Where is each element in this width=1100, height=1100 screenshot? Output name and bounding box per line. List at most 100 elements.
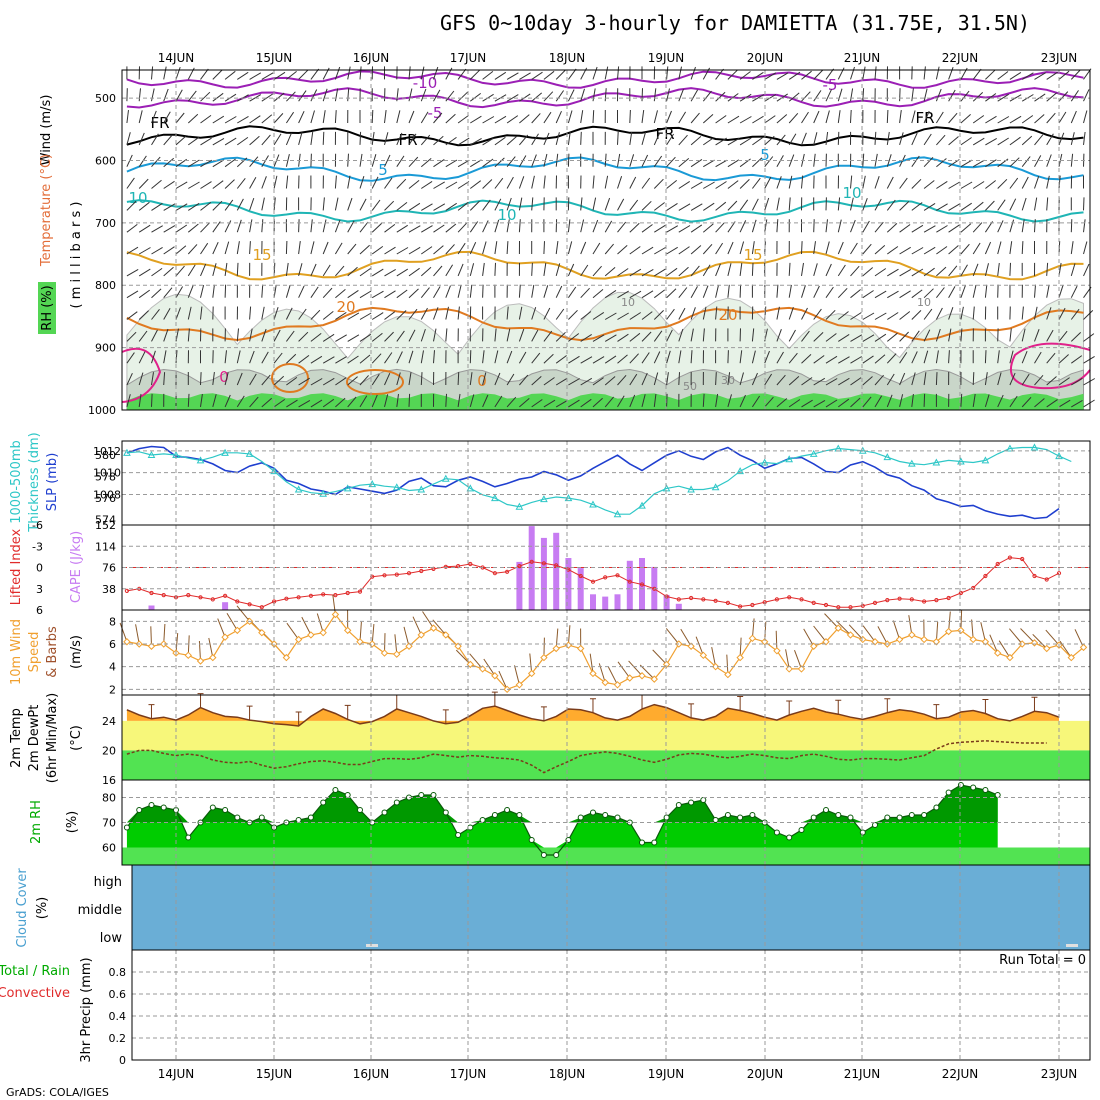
wind-barb — [825, 309, 836, 320]
wind-barb — [1070, 332, 1082, 342]
wind-barb — [1021, 176, 1029, 189]
precip-tick-label: 0.2 — [109, 1032, 127, 1045]
date-label-top: 16JUN — [353, 51, 390, 65]
date-label-top: 15JUN — [256, 51, 293, 65]
wind-barb — [837, 197, 841, 211]
wind-barb — [801, 377, 813, 386]
wind-barb — [359, 290, 372, 299]
wind-barb — [543, 377, 555, 386]
wind-barb — [739, 116, 752, 124]
wind-barb — [249, 72, 262, 80]
wind-panel-labels: 10m Wind Speed & Barbs (m/s) — [9, 619, 84, 685]
wind10-label-b: Speed — [27, 632, 42, 673]
wind-barb — [641, 110, 645, 124]
wind-barb — [445, 328, 448, 342]
wind-barb — [359, 66, 362, 80]
wind-barb — [200, 222, 210, 233]
wind-barb — [555, 263, 561, 277]
wind-barb — [420, 350, 424, 364]
wind-barb — [494, 328, 497, 342]
wind-barb — [948, 245, 959, 255]
wind-barb — [151, 202, 163, 211]
wind-speed-marker — [1043, 644, 1051, 653]
slp-tick-label: 1010 — [93, 467, 121, 480]
wind-speed-marker — [944, 627, 953, 636]
wind-barb — [653, 178, 664, 189]
rh-marker — [332, 787, 339, 793]
wind-barb — [408, 88, 413, 102]
wind-barb — [923, 88, 928, 102]
rh-tick-label: 80 — [102, 792, 116, 805]
wind-barb — [396, 372, 401, 386]
lifted-index-marker — [321, 592, 326, 597]
wind-barb — [567, 89, 575, 102]
wind-barb — [273, 197, 276, 211]
wind-barb — [482, 199, 491, 211]
wind-barb — [420, 372, 423, 386]
wind-barb — [911, 393, 914, 407]
wind-barb — [1046, 307, 1052, 320]
wind-barb — [641, 268, 654, 277]
wind-barb — [874, 374, 884, 386]
wind-barb — [567, 153, 570, 167]
date-label-bottom: 16JUN — [353, 1067, 390, 1081]
wind-barb — [469, 93, 482, 102]
wind-barb — [899, 246, 911, 255]
lifted-index-marker — [689, 595, 694, 601]
wind-barb — [469, 394, 475, 408]
wind-barb — [1034, 374, 1044, 386]
wind-barb — [813, 132, 818, 146]
wind-barb — [703, 137, 715, 146]
upper-ylabel-wind: Wind (m/s) — [39, 95, 54, 166]
wind-barb — [175, 307, 181, 320]
wind-barb — [788, 284, 792, 298]
wind-barb — [617, 354, 628, 364]
wind-barb — [641, 372, 648, 386]
temp-contour-10 — [126, 199, 1084, 223]
thickness-marker — [466, 484, 475, 492]
wind-barb — [347, 355, 359, 364]
wind-barb — [997, 71, 1009, 80]
precip-panel-frame — [131, 949, 1091, 1061]
wind-speed-marker — [405, 642, 413, 650]
lifted-index-marker — [860, 603, 865, 608]
wind-barb — [384, 311, 396, 320]
wind-barb — [249, 219, 253, 233]
wind-barb — [469, 284, 473, 298]
wind-barb — [334, 197, 339, 211]
wind-barb — [371, 131, 375, 145]
rh-marker — [307, 814, 314, 821]
wind-barb — [298, 285, 305, 298]
wind-barb — [212, 394, 217, 408]
wind-barb-10m — [455, 649, 471, 665]
rh-marker — [442, 809, 449, 816]
pressure-tick-label: 800 — [95, 279, 116, 292]
lifted-index-marker — [1020, 556, 1025, 562]
wind-barb — [384, 352, 393, 364]
wind-speed-marker — [429, 624, 438, 632]
wind-barb — [641, 177, 651, 189]
wind-barb — [703, 181, 715, 189]
wind-barb — [518, 155, 527, 167]
contour-label: 0 — [477, 372, 487, 390]
wind-barb — [1021, 115, 1034, 124]
wind-speed-marker — [380, 649, 389, 657]
wind-barb — [224, 116, 237, 124]
wind-barb — [126, 352, 135, 364]
wind-barb — [1009, 177, 1019, 189]
cape-bar — [590, 594, 596, 610]
lifted-index-marker — [529, 559, 534, 564]
thickness-marker — [196, 456, 205, 464]
wind-barb — [960, 90, 970, 102]
wind-barb — [163, 203, 176, 211]
wind-barb — [935, 88, 942, 102]
wind-barb — [580, 110, 584, 124]
wind-barb — [1083, 131, 1086, 145]
wind-barb — [200, 68, 209, 80]
wind-barb — [151, 288, 162, 299]
wind-barb — [899, 224, 911, 233]
wind-barb — [629, 131, 633, 145]
thickness-marker — [957, 457, 965, 465]
wind-barb — [960, 114, 971, 124]
lifted-index-marker — [676, 597, 681, 602]
